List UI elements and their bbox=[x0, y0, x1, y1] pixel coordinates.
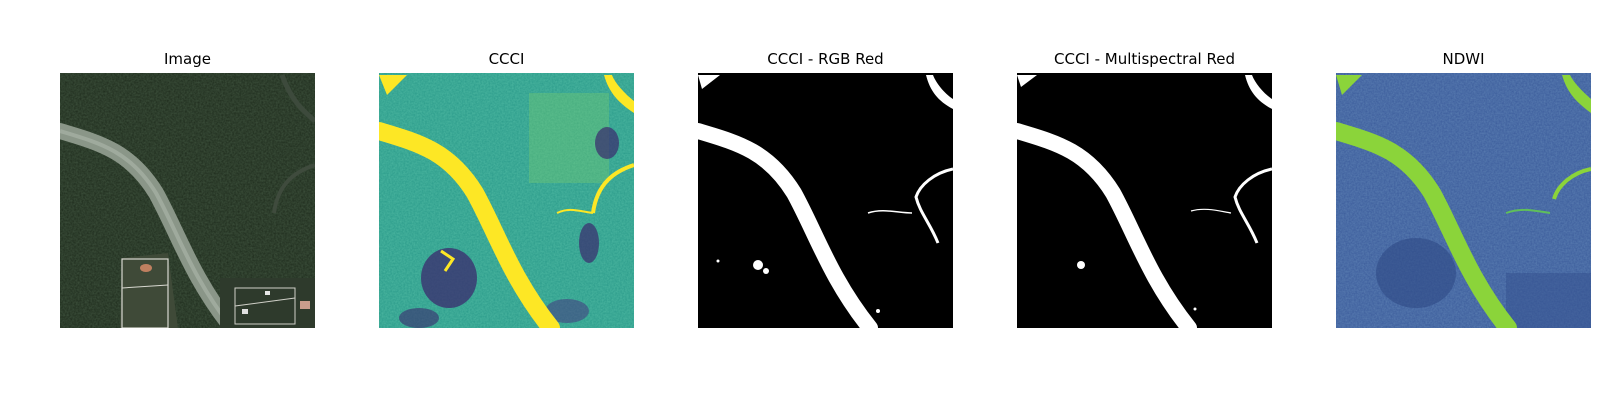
ndwi-viridis-map bbox=[1336, 73, 1591, 328]
panel-ndwi: NDWI bbox=[1336, 48, 1591, 328]
ccci-viridis-map bbox=[379, 73, 634, 328]
aerial-rgb-image bbox=[60, 73, 315, 328]
panel-title: CCCI - RGB Red bbox=[767, 50, 884, 68]
panel-ccci-rgb-red: CCCI - RGB Red bbox=[698, 48, 953, 328]
panel-title: CCCI - Multispectral Red bbox=[1054, 50, 1235, 68]
binary-water-mask bbox=[1017, 73, 1272, 328]
panel-image: Image bbox=[60, 48, 315, 328]
panel-title: CCCI bbox=[488, 50, 525, 68]
panel-ccci: CCCI bbox=[379, 48, 634, 328]
panel-title: Image bbox=[164, 50, 211, 68]
binary-water-mask bbox=[698, 73, 953, 328]
panel-title: NDWI bbox=[1442, 50, 1485, 68]
panel-ccci-multispectral-red: CCCI - Multispectral Red bbox=[1017, 48, 1272, 328]
